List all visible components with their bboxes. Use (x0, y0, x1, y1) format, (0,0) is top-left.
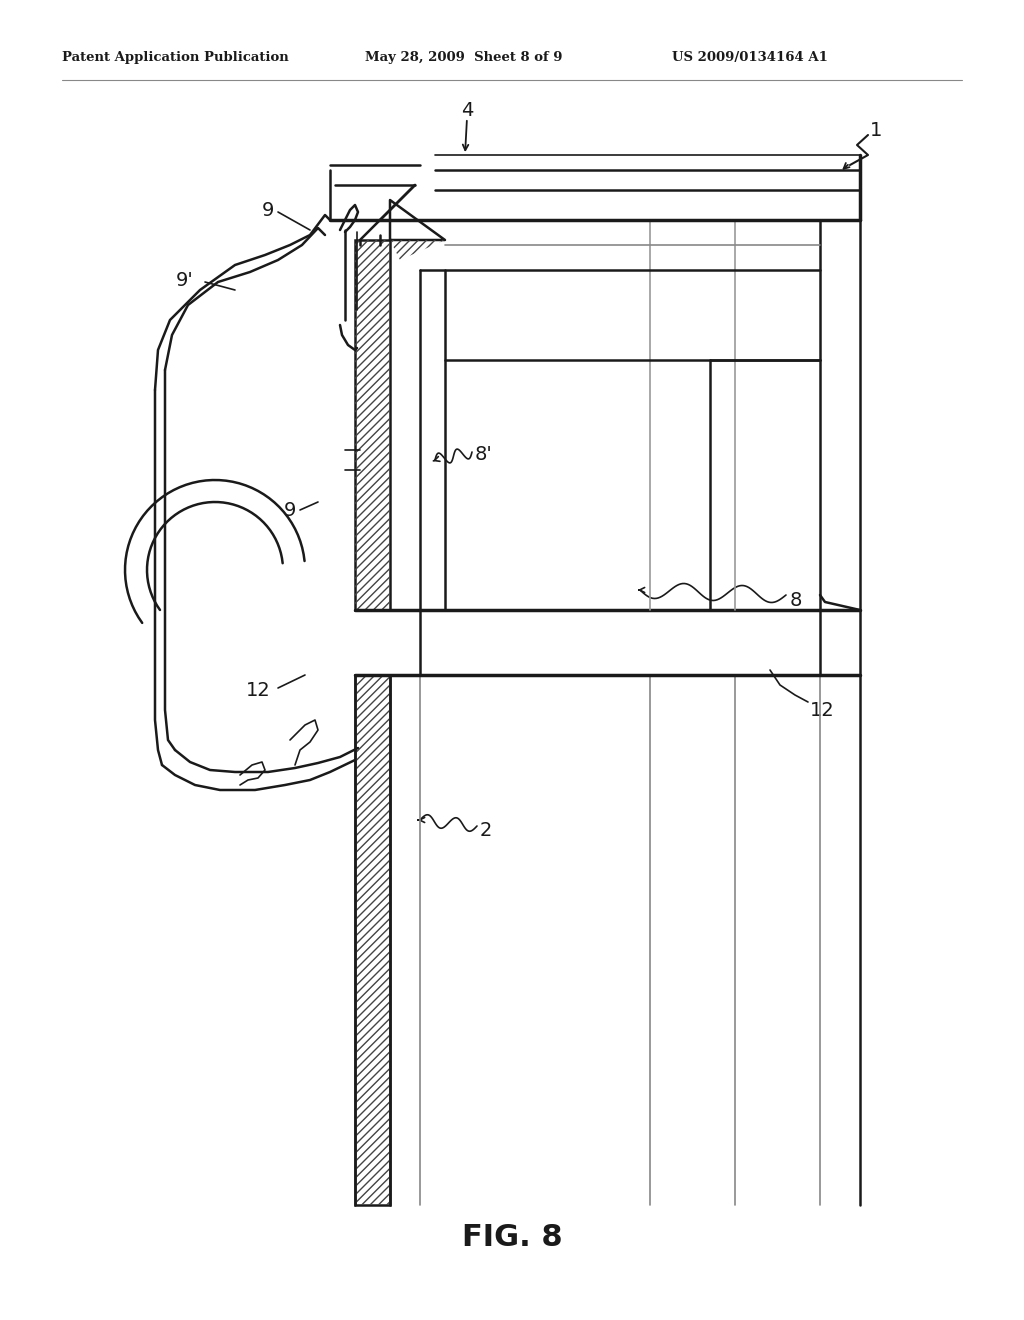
Text: 9: 9 (284, 500, 296, 520)
Text: FIG. 8: FIG. 8 (462, 1224, 562, 1253)
Bar (355, 675, 390, 1205)
Text: 4: 4 (461, 100, 473, 120)
Text: 12: 12 (246, 681, 270, 700)
Text: 9': 9' (176, 271, 194, 289)
Text: Patent Application Publication: Patent Application Publication (62, 50, 289, 63)
Text: US 2009/0134164 A1: US 2009/0134164 A1 (672, 50, 827, 63)
Text: 8': 8' (475, 446, 493, 465)
Bar (355, 240, 390, 610)
Text: 1: 1 (870, 120, 883, 140)
Text: 2: 2 (480, 821, 493, 840)
Text: 12: 12 (810, 701, 835, 719)
Text: 8: 8 (790, 590, 803, 610)
Bar (355, 240, 390, 610)
Bar (355, 675, 390, 1205)
Text: 9: 9 (262, 201, 274, 219)
Text: May 28, 2009  Sheet 8 of 9: May 28, 2009 Sheet 8 of 9 (365, 50, 562, 63)
